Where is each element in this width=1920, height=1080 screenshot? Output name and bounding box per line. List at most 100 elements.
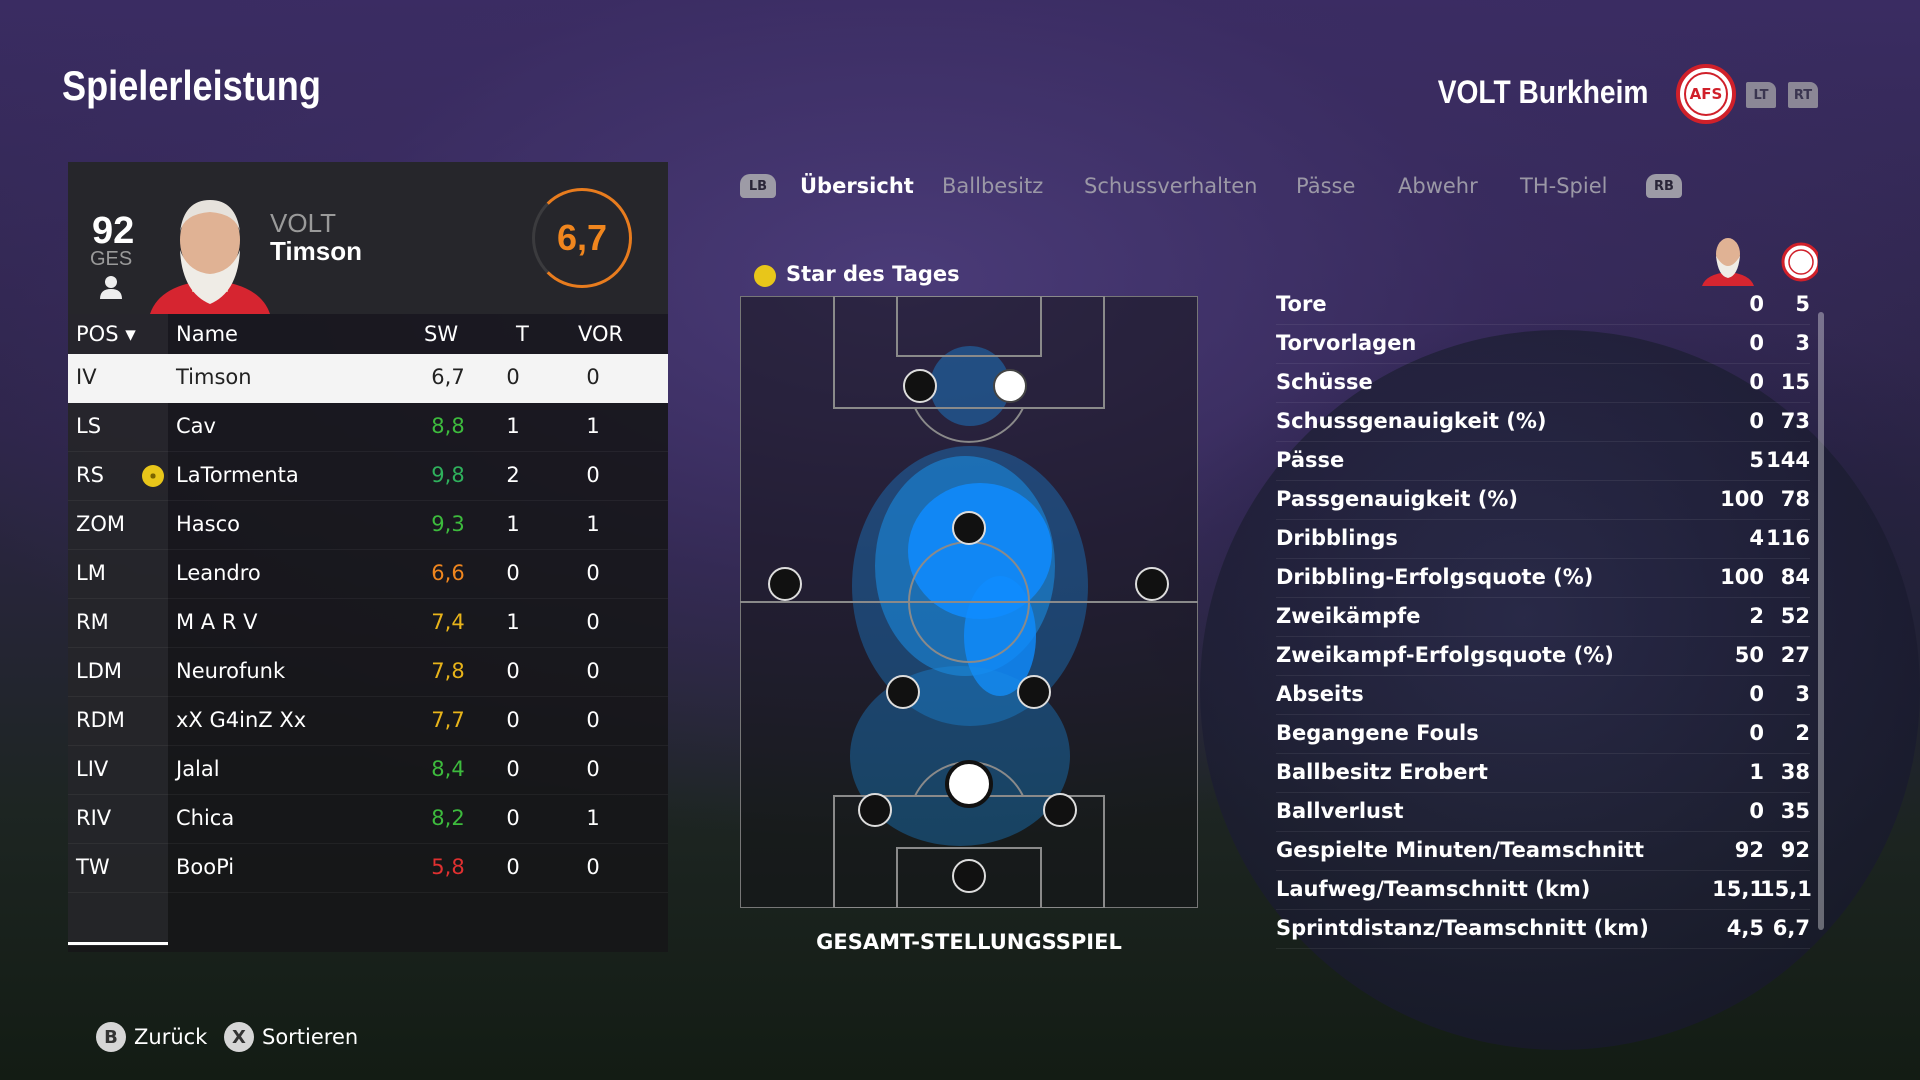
row-name: Leandro bbox=[176, 561, 261, 585]
stat-row: Dribbling-Erfolgsquote (%) 100 84 bbox=[1276, 559, 1810, 598]
positioning-heatmap bbox=[740, 296, 1198, 908]
team-logo-icon bbox=[1781, 242, 1818, 282]
table-row[interactable]: IV Timson 6,7 0 0 bbox=[68, 354, 668, 403]
stat-player-value: 1 bbox=[1749, 760, 1764, 784]
row-goals: 2 bbox=[506, 463, 520, 487]
table-row[interactable]: LS Cav 8,8 1 1 bbox=[68, 403, 668, 452]
row-goals: 1 bbox=[506, 610, 520, 634]
row-rating: 9,8 bbox=[431, 463, 465, 487]
stat-player-value: 100 bbox=[1720, 565, 1764, 589]
star-of-the-day-icon bbox=[754, 265, 776, 287]
tab-schussverhalten[interactable]: Schussverhalten bbox=[1084, 174, 1258, 198]
stat-team-value: 27 bbox=[1780, 643, 1810, 667]
table-row[interactable]: TW BooPi 5,8 0 0 bbox=[68, 844, 668, 893]
stat-label: Zweikampf-Erfolgsquote (%) bbox=[1276, 643, 1614, 667]
stat-label: Sprintdistanz/Teamschnitt (km) bbox=[1276, 916, 1649, 940]
stat-label: Begangene Fouls bbox=[1276, 721, 1479, 745]
row-position: ZOM bbox=[76, 512, 126, 536]
stat-player-value: 5 bbox=[1749, 448, 1764, 472]
stat-team-value: 3 bbox=[1795, 331, 1810, 355]
stat-row: Abseits 0 3 bbox=[1276, 676, 1810, 715]
header-pos[interactable]: POS ▾ bbox=[76, 322, 136, 346]
tab-paesse[interactable]: Pässe bbox=[1296, 174, 1356, 198]
tab-abwehr[interactable]: Abwehr bbox=[1398, 174, 1478, 198]
player-rows: IV Timson 6,7 0 0 LS Cav 8,8 1 1 RS LaTormenta 9,8 2 0… bbox=[68, 354, 668, 893]
player-avatar-icon bbox=[1702, 238, 1754, 286]
sort-label: Sortieren bbox=[262, 1025, 359, 1049]
stat-player-value: 4 bbox=[1749, 526, 1764, 550]
row-goals: 0 bbox=[506, 855, 520, 879]
row-rating: 7,8 bbox=[431, 659, 465, 683]
lt-trigger-button[interactable]: LT bbox=[1746, 82, 1776, 108]
match-rating: 6,7 bbox=[532, 188, 632, 288]
header-t[interactable]: T bbox=[516, 322, 529, 346]
row-name: BooPi bbox=[176, 855, 235, 879]
table-row[interactable]: LDM Neurofunk 7,8 0 0 bbox=[68, 648, 668, 697]
tab-ballbesitz[interactable]: Ballbesitz bbox=[942, 174, 1044, 198]
tab-uebersicht[interactable]: Übersicht bbox=[800, 174, 914, 198]
stats-scrollbar[interactable] bbox=[1818, 312, 1824, 930]
row-position: LIV bbox=[76, 757, 109, 781]
row-rating: 8,4 bbox=[431, 757, 465, 781]
row-position: RS bbox=[76, 463, 104, 487]
stat-label: Dribbling-Erfolgsquote (%) bbox=[1276, 565, 1594, 589]
stat-row: Tore 0 5 bbox=[1276, 286, 1810, 325]
stat-team-value: 116 bbox=[1766, 526, 1810, 550]
tab-th-spiel[interactable]: TH-Spiel bbox=[1520, 174, 1608, 198]
stat-label: Gespielte Minuten/Teamschnitt bbox=[1276, 838, 1645, 862]
table-row[interactable]: RIV Chica 8,2 0 1 bbox=[68, 795, 668, 844]
stat-team-value: 78 bbox=[1780, 487, 1810, 511]
overall-label: GES bbox=[90, 248, 133, 270]
stat-team-value: 35 bbox=[1780, 799, 1810, 823]
rt-trigger-button[interactable]: RT bbox=[1788, 82, 1818, 108]
table-row[interactable]: RM M A R V 7,4 1 0 bbox=[68, 599, 668, 648]
table-row[interactable]: LIV Jalal 8,4 0 0 bbox=[68, 746, 668, 795]
club-logo-text: AFS bbox=[1684, 72, 1728, 116]
row-position: IV bbox=[76, 365, 97, 389]
table-row[interactable]: RS LaTormenta 9,8 2 0 bbox=[68, 452, 668, 501]
table-row[interactable]: LM Leandro 6,6 0 0 bbox=[68, 550, 668, 599]
person-icon bbox=[100, 276, 122, 299]
stat-row: Passgenauigkeit (%) 100 78 bbox=[1276, 481, 1810, 520]
stat-team-value: 92 bbox=[1780, 838, 1810, 862]
row-name: xX G4inZ Xx bbox=[176, 708, 307, 732]
row-position: LDM bbox=[76, 659, 122, 683]
stat-label: Pässe bbox=[1276, 448, 1345, 472]
lb-bumper-button[interactable]: LB bbox=[740, 174, 776, 198]
stat-row: Zweikampf-Erfolgsquote (%) 50 27 bbox=[1276, 637, 1810, 676]
header-sw[interactable]: SW bbox=[424, 322, 459, 346]
player-table-panel: 92 GES VOLT Timson 6,7 POS ▾ Name SW T V… bbox=[68, 162, 668, 952]
stat-team-value: 6,7 bbox=[1772, 916, 1810, 940]
row-assists: 0 bbox=[586, 659, 600, 683]
stats-table: Tore 0 5 Torvorlagen 0 3 Schüsse 0 15 Schussgenau… bbox=[1276, 286, 1812, 949]
overall-value: 92 bbox=[92, 210, 135, 252]
player-markers bbox=[768, 369, 1169, 893]
row-rating: 8,2 bbox=[431, 806, 465, 830]
row-rating: 7,7 bbox=[431, 708, 465, 732]
table-row[interactable]: RDM xX G4inZ Xx 7,7 0 0 bbox=[68, 697, 668, 746]
table-row[interactable]: ZOM Hasco 9,3 1 1 bbox=[68, 501, 668, 550]
stat-team-value: 73 bbox=[1780, 409, 1810, 433]
row-position: RDM bbox=[76, 708, 125, 732]
row-position: LM bbox=[76, 561, 106, 585]
stat-player-value: 0 bbox=[1749, 370, 1764, 394]
star-of-the-day-icon bbox=[142, 465, 164, 487]
row-goals: 0 bbox=[506, 659, 520, 683]
club-logo: AFS bbox=[1676, 64, 1736, 124]
x-button-icon: X bbox=[224, 1022, 254, 1052]
row-name: Timson bbox=[176, 365, 252, 389]
row-assists: 0 bbox=[586, 561, 600, 585]
heatmap-area bbox=[850, 346, 1088, 846]
stat-label: Schussgenauigkeit (%) bbox=[1276, 409, 1547, 433]
stat-team-value: 144 bbox=[1766, 448, 1810, 472]
stat-player-value: 92 bbox=[1734, 838, 1764, 862]
stat-row: Gespielte Minuten/Teamschnitt 92 92 bbox=[1276, 832, 1810, 871]
header-vor[interactable]: VOR bbox=[578, 322, 624, 346]
row-assists: 1 bbox=[586, 414, 600, 438]
header-name[interactable]: Name bbox=[176, 322, 238, 346]
stat-player-value: 0 bbox=[1749, 682, 1764, 706]
row-goals: 1 bbox=[506, 414, 520, 438]
row-name: LaTormenta bbox=[176, 463, 299, 487]
rb-bumper-button[interactable]: RB bbox=[1646, 174, 1682, 198]
stat-row: Zweikämpfe 2 52 bbox=[1276, 598, 1810, 637]
